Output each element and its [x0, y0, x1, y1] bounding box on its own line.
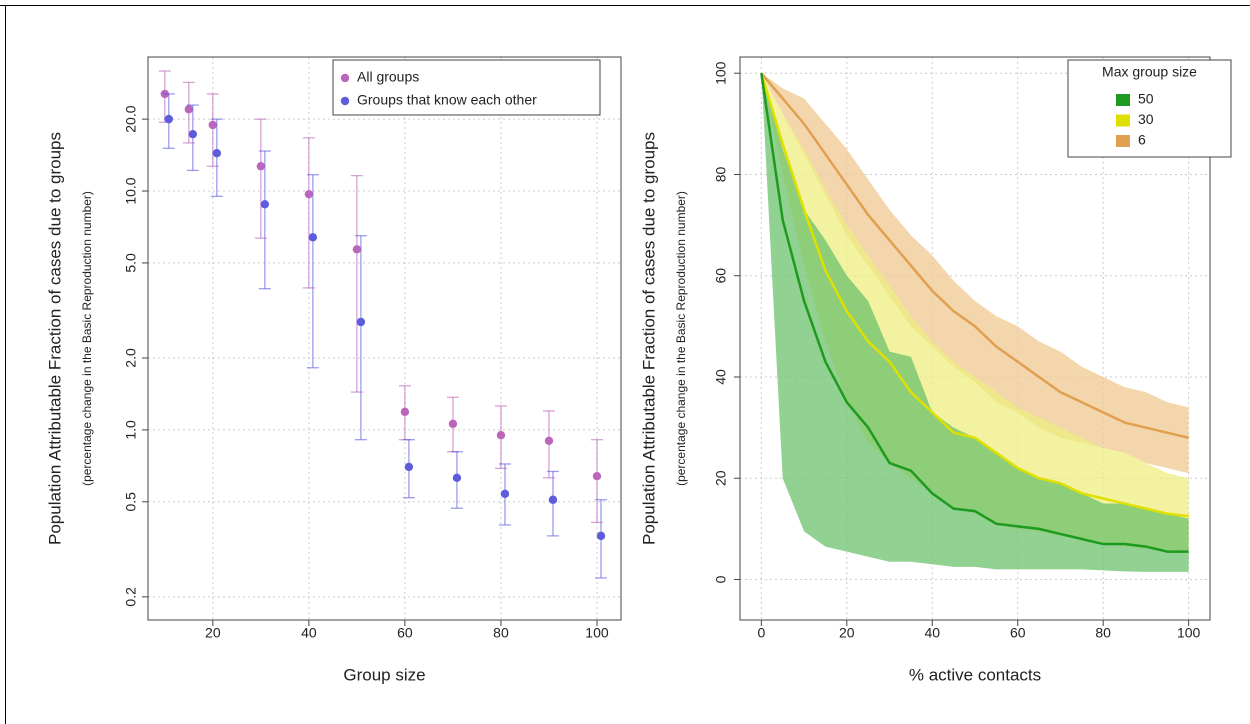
- point: [544, 436, 554, 446]
- plot-box: [739, 56, 1211, 621]
- panel: 20 40 60 80 100 0.2 0.5 1.0 2.0 5.0 10.0 20.0 Popula…: [45, 56, 622, 684]
- y-tick-label: 20: [713, 470, 729, 486]
- y-axis-sublabel: (percentage change in the Basic Reproduc…: [80, 191, 94, 486]
- point: [592, 471, 602, 481]
- y-axis-label: Population Attributable Fraction of case…: [639, 132, 658, 545]
- y-tick-label: 60: [713, 268, 729, 284]
- point: [448, 419, 458, 429]
- legend-label: 6: [1138, 132, 1146, 148]
- x-tick-label: 60: [397, 625, 413, 641]
- x-tick-label: 60: [1010, 625, 1026, 641]
- point: [400, 407, 410, 417]
- point: [260, 200, 270, 209]
- y-tick-label: 20.0: [123, 105, 139, 132]
- x-tick-label: 20: [205, 625, 221, 641]
- point: [356, 317, 366, 327]
- legend-box: [1067, 59, 1232, 158]
- x-tick-label: 80: [1095, 625, 1111, 641]
- band: [761, 73, 1189, 572]
- x-tick-label: 40: [301, 625, 317, 641]
- point: [404, 462, 414, 472]
- x-tick-label: 80: [493, 625, 509, 641]
- point: [212, 149, 222, 158]
- line: [760, 72, 1189, 518]
- y-tick-label: 5.0: [123, 253, 139, 273]
- legend-label: 50: [1138, 91, 1154, 107]
- line: [760, 73, 1189, 553]
- point: [496, 431, 506, 440]
- point: [188, 129, 198, 139]
- point: [164, 114, 174, 124]
- legend-marker: [340, 96, 350, 106]
- point: [596, 531, 606, 541]
- legend-swatch: [1116, 94, 1130, 106]
- legend-label: Groups that know each other: [357, 92, 537, 108]
- legend-swatch: [1116, 114, 1130, 127]
- legend-label: All groups: [357, 69, 419, 85]
- point: [256, 162, 266, 171]
- x-tick-label: 20: [839, 625, 855, 641]
- y-tick-label: 40: [713, 369, 729, 385]
- plot-box: [147, 56, 622, 621]
- y-tick-label: 10.0: [123, 177, 139, 204]
- legend-swatch: [1116, 135, 1130, 147]
- point: [208, 120, 218, 130]
- line: [760, 72, 1189, 439]
- y-tick-label: 100: [713, 61, 729, 85]
- y-axis-label: Population Attributable Fraction of case…: [45, 132, 64, 545]
- y-tick-label: 0: [713, 575, 729, 583]
- x-axis-label: Group size: [343, 665, 425, 684]
- x-tick-label: 40: [924, 625, 940, 641]
- legend-box: [332, 59, 601, 116]
- y-tick-label: 0.5: [123, 492, 139, 512]
- point: [452, 473, 462, 483]
- y-tick-label: 1.0: [123, 420, 139, 440]
- point: [184, 105, 194, 114]
- y-tick-label: 0.2: [123, 587, 139, 607]
- y-axis-sublabel: (percentage change in the Basic Reproduc…: [674, 191, 688, 486]
- x-tick-label: 100: [585, 625, 609, 641]
- y-tick-label: 80: [713, 166, 729, 182]
- x-tick-label: 0: [757, 625, 765, 641]
- point: [304, 189, 314, 199]
- legend-title: Max group size: [1102, 64, 1197, 80]
- legend-label: 30: [1138, 111, 1154, 127]
- point: [500, 489, 510, 499]
- panel: 0 20 40 60 80 100 0 20 40 60 80 100 Population Attri…: [639, 56, 1232, 684]
- y-tick-label: 2.0: [123, 348, 139, 368]
- point: [308, 233, 318, 242]
- band: [761, 73, 1189, 474]
- point: [548, 495, 558, 504]
- x-axis-label: % active contacts: [909, 665, 1041, 684]
- legend-marker: [340, 73, 350, 83]
- x-tick-label: 100: [1177, 625, 1201, 641]
- point: [352, 245, 362, 254]
